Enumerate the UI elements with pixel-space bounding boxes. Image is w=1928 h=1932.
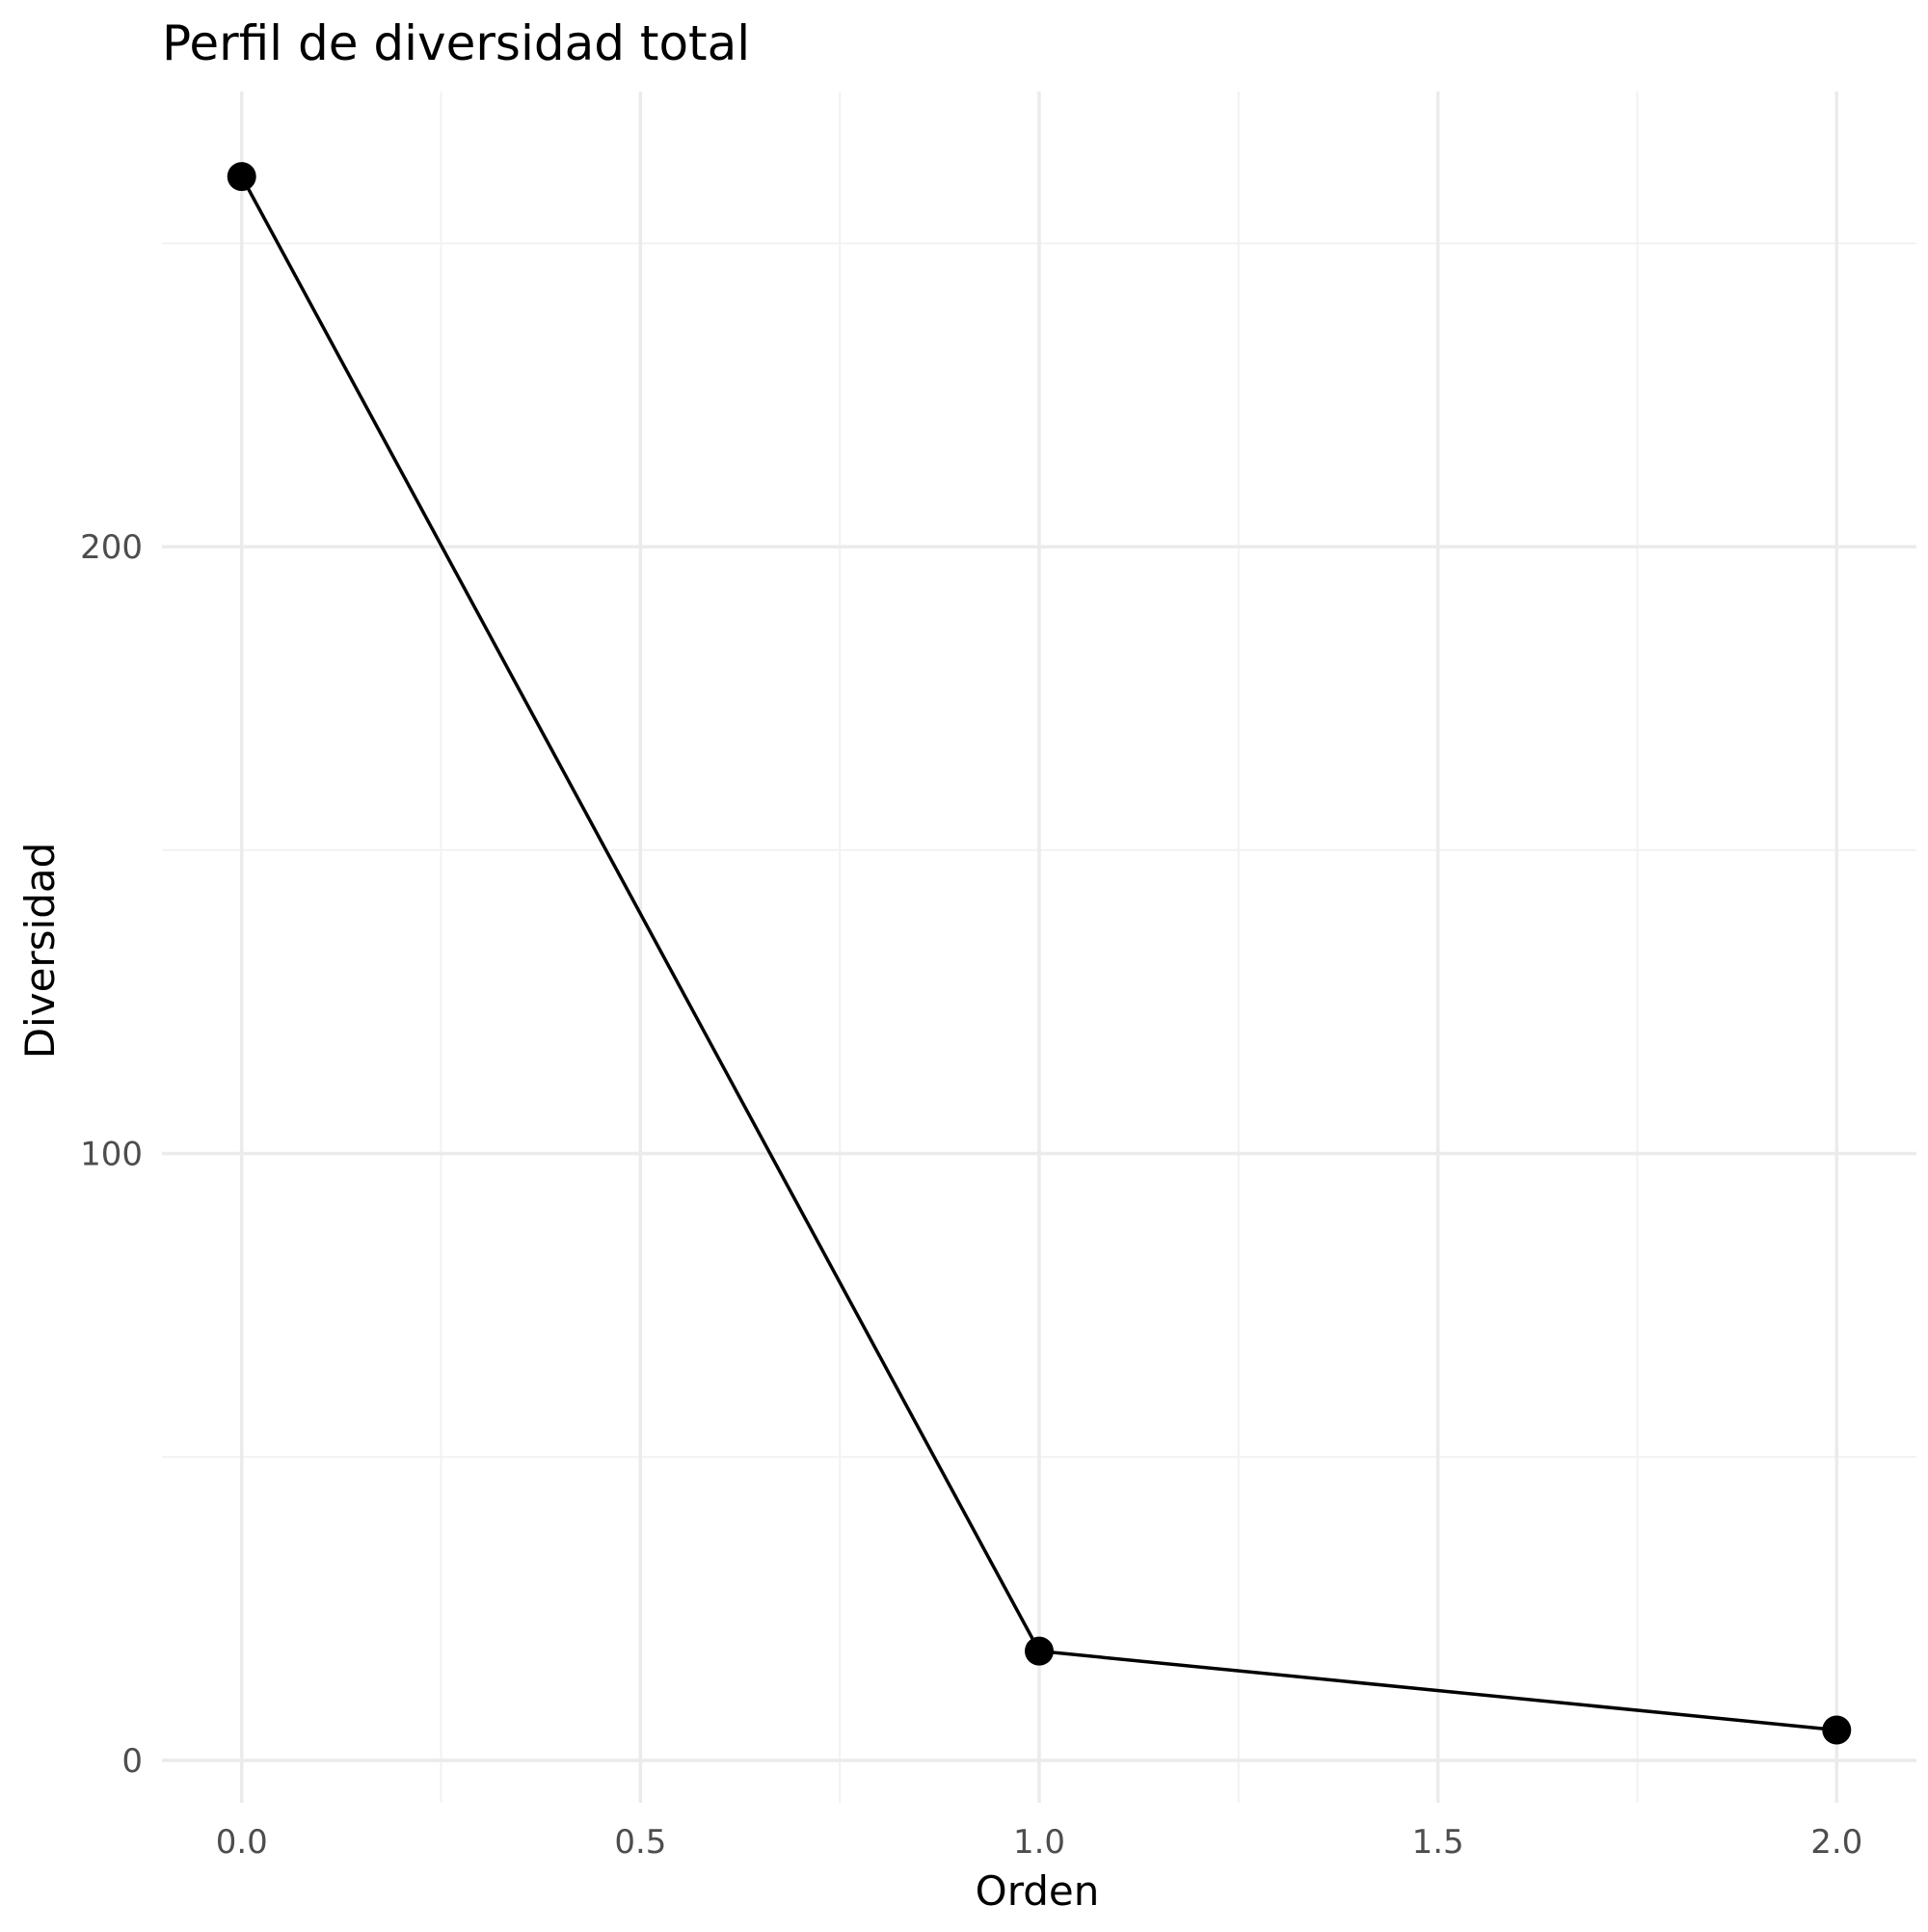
data-points bbox=[227, 162, 1852, 1745]
x-axis-title: Orden bbox=[976, 1867, 1100, 1915]
y-tick-label: 0 bbox=[121, 1742, 143, 1781]
y-axis-ticks: 0 100 200 bbox=[80, 528, 143, 1781]
major-gridlines bbox=[162, 92, 1916, 1803]
x-tick-label: 2.0 bbox=[1810, 1823, 1862, 1862]
x-tick-label: 1.5 bbox=[1412, 1823, 1464, 1862]
chart-title: Perfil de diversidad total bbox=[162, 15, 750, 71]
data-point bbox=[1025, 1636, 1054, 1666]
data-point bbox=[227, 162, 256, 192]
x-tick-label: 1.0 bbox=[1013, 1823, 1065, 1862]
x-axis-ticks: 0.0 0.5 1.0 1.5 2.0 bbox=[216, 1823, 1863, 1862]
x-tick-label: 0.0 bbox=[216, 1823, 268, 1862]
y-tick-label: 200 bbox=[80, 528, 143, 567]
y-axis-title: Diversidad bbox=[16, 843, 64, 1060]
y-tick-label: 100 bbox=[80, 1136, 143, 1174]
x-tick-label: 0.5 bbox=[614, 1823, 666, 1862]
data-point bbox=[1822, 1715, 1852, 1745]
